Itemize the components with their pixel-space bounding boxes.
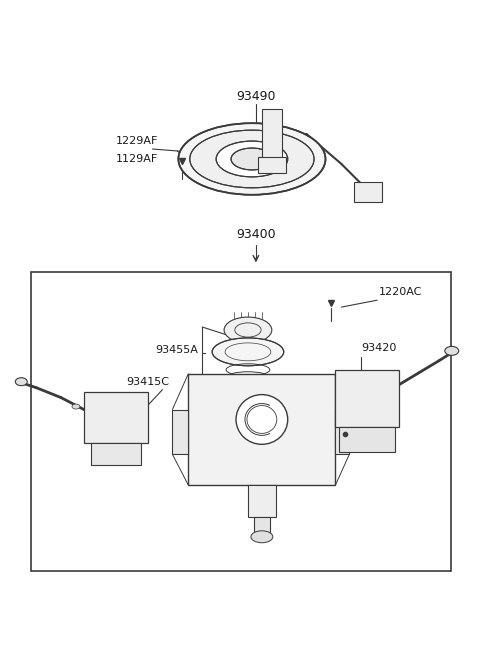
Ellipse shape <box>72 404 80 409</box>
Text: 93490: 93490 <box>236 90 276 103</box>
Ellipse shape <box>212 338 284 365</box>
Bar <box>248 485 276 517</box>
Bar <box>84 392 147 443</box>
Ellipse shape <box>224 317 272 343</box>
Bar <box>254 517 270 537</box>
Bar <box>354 182 382 202</box>
Ellipse shape <box>445 346 459 356</box>
Text: 93415C: 93415C <box>127 377 169 386</box>
Bar <box>258 157 286 173</box>
Ellipse shape <box>15 378 27 386</box>
Ellipse shape <box>190 130 314 188</box>
Bar <box>31 272 451 571</box>
Ellipse shape <box>216 141 288 177</box>
Text: 1229AF: 1229AF <box>116 136 158 146</box>
Text: 1129AF: 1129AF <box>116 154 158 164</box>
Ellipse shape <box>236 394 288 444</box>
Bar <box>336 409 349 455</box>
Text: 93420: 93420 <box>361 343 396 353</box>
Ellipse shape <box>179 123 325 195</box>
Bar <box>336 370 399 428</box>
Bar <box>262 109 282 164</box>
Text: 1220AC: 1220AC <box>379 287 422 297</box>
Text: 93400: 93400 <box>236 228 276 241</box>
Ellipse shape <box>231 148 273 170</box>
Bar <box>172 409 188 455</box>
Ellipse shape <box>251 531 273 543</box>
Text: 93455A: 93455A <box>156 345 198 355</box>
Bar <box>188 374 336 485</box>
Bar <box>339 428 395 452</box>
Bar <box>91 443 141 465</box>
